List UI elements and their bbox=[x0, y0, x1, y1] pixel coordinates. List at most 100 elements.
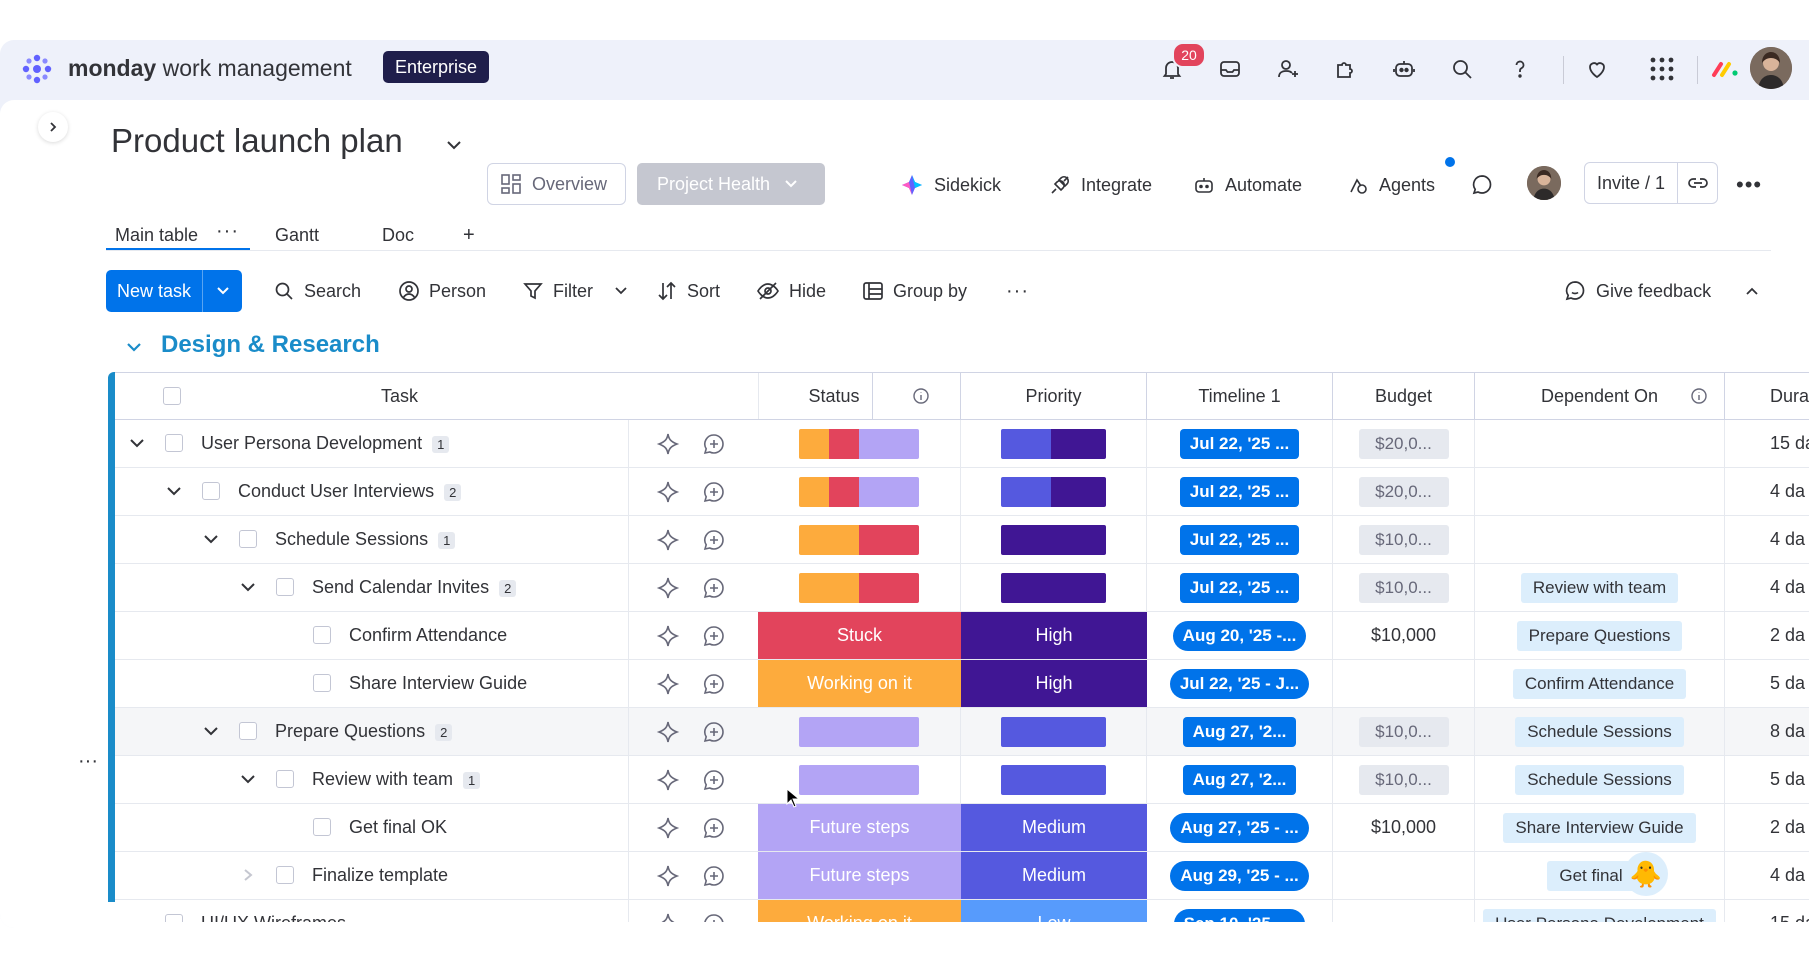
dependent-on-cell[interactable] bbox=[1475, 516, 1725, 563]
agents-button[interactable]: Agents bbox=[1347, 170, 1435, 200]
timeline-cell[interactable]: Jul 22, '25 ... bbox=[1147, 420, 1333, 467]
task-name[interactable]: Review with team 1 bbox=[312, 769, 481, 790]
dependency-pill[interactable]: Review with team bbox=[1520, 572, 1679, 603]
chevron-down-icon[interactable] bbox=[614, 286, 628, 296]
expand-subitems-chevron-icon[interactable] bbox=[201, 530, 221, 548]
help-icon[interactable] bbox=[1505, 54, 1535, 84]
favorite-star-icon[interactable] bbox=[656, 576, 680, 600]
dependency-pill[interactable]: Confirm Attendance bbox=[1512, 668, 1687, 699]
row-checkbox[interactable] bbox=[202, 482, 220, 500]
budget-cell[interactable]: $20,0... bbox=[1333, 468, 1475, 515]
hide-button[interactable]: Hide bbox=[756, 276, 826, 306]
tab-gantt[interactable]: Gantt bbox=[275, 225, 320, 245]
expand-subitems-chevron-icon[interactable] bbox=[201, 722, 221, 740]
table-row[interactable]: Review with team 1 Aug 27, '2... $10,0... Sc… bbox=[115, 756, 1809, 804]
budget-cell[interactable]: $10,0... bbox=[1333, 756, 1475, 803]
status-cell[interactable]: Future steps bbox=[758, 804, 961, 851]
sort-button[interactable]: Sort bbox=[656, 276, 720, 306]
overview-button[interactable]: Overview bbox=[487, 163, 626, 205]
timeline-cell[interactable]: Aug 27, '2... bbox=[1147, 756, 1333, 803]
person-filter-button[interactable]: Person bbox=[398, 276, 486, 306]
ai-bot-icon[interactable] bbox=[1389, 54, 1419, 84]
timeline-cell[interactable]: Sep 10, '25 -... bbox=[1147, 900, 1333, 922]
dependency-pill[interactable]: Share Interview Guide bbox=[1503, 812, 1696, 843]
column-header-dependent-on[interactable]: Dependent On bbox=[1475, 373, 1725, 419]
favorite-star-icon[interactable] bbox=[656, 816, 680, 840]
collapse-header-button[interactable] bbox=[1745, 276, 1759, 306]
favorite-star-icon[interactable] bbox=[656, 624, 680, 648]
dependency-pill[interactable]: Get final C bbox=[1547, 860, 1652, 891]
app-grid-icon[interactable] bbox=[1647, 54, 1677, 84]
give-feedback-button[interactable]: Give feedback bbox=[1563, 276, 1711, 306]
budget-cell[interactable]: $20,0... bbox=[1333, 420, 1475, 467]
automate-button[interactable]: Automate bbox=[1193, 170, 1302, 200]
dependency-pill[interactable]: Schedule Sessions bbox=[1515, 716, 1684, 747]
table-row[interactable]: User Persona Development 1 Jul 22, '25 ...… bbox=[115, 420, 1809, 468]
favorite-star-icon[interactable] bbox=[656, 480, 680, 504]
priority-cell[interactable] bbox=[961, 564, 1147, 611]
table-row[interactable]: Conduct User Interviews 2 Jul 22, '25 ... $… bbox=[115, 468, 1809, 516]
favorite-star-icon[interactable] bbox=[656, 720, 680, 744]
row-checkbox[interactable] bbox=[276, 770, 294, 788]
priority-cell[interactable] bbox=[961, 468, 1147, 515]
dependent-on-cell[interactable]: Get final C bbox=[1475, 852, 1725, 899]
task-name[interactable]: Conduct User Interviews 2 bbox=[238, 481, 462, 502]
budget-cell[interactable]: $10,000 bbox=[1333, 612, 1475, 659]
expand-subitems-chevron-icon[interactable] bbox=[164, 482, 184, 500]
dependent-on-cell[interactable]: Schedule Sessions bbox=[1475, 756, 1725, 803]
dependent-on-cell[interactable]: Schedule Sessions bbox=[1475, 708, 1725, 755]
status-cell[interactable]: Future steps bbox=[758, 852, 961, 899]
dependency-pill[interactable]: Schedule Sessions bbox=[1515, 764, 1684, 795]
column-header-budget[interactable]: Budget bbox=[1333, 373, 1475, 419]
column-header-status[interactable]: Status bbox=[758, 373, 961, 419]
filter-button[interactable]: Filter bbox=[522, 276, 628, 306]
dependent-on-cell[interactable]: Review with team bbox=[1475, 564, 1725, 611]
table-row[interactable]: Send Calendar Invites 2 Jul 22, '25 ... $10… bbox=[115, 564, 1809, 612]
board-owner-avatar[interactable] bbox=[1527, 166, 1561, 200]
row-checkbox[interactable] bbox=[276, 866, 294, 884]
column-header-priority[interactable]: Priority bbox=[961, 373, 1147, 419]
priority-cell[interactable]: Low bbox=[961, 900, 1147, 922]
toolbar-more-icon[interactable]: ··· bbox=[1006, 279, 1029, 302]
add-update-icon[interactable] bbox=[702, 720, 726, 744]
table-row[interactable]: Get final OK Future steps Medium Aug 27, '2… bbox=[115, 804, 1809, 852]
add-update-icon[interactable] bbox=[702, 672, 726, 696]
task-name[interactable]: Prepare Questions 2 bbox=[275, 721, 453, 742]
status-cell[interactable] bbox=[758, 468, 961, 515]
priority-cell[interactable] bbox=[961, 516, 1147, 563]
timeline-cell[interactable]: Jul 22, '25 ... bbox=[1147, 468, 1333, 515]
timeline-cell[interactable]: Aug 29, '25 - ... bbox=[1147, 852, 1333, 899]
dependency-pill[interactable]: User Persona Development bbox=[1483, 908, 1716, 922]
monday-logo-icon[interactable] bbox=[20, 52, 54, 86]
timeline-cell[interactable]: Jul 22, '25 - J... bbox=[1147, 660, 1333, 707]
add-update-icon[interactable] bbox=[702, 816, 726, 840]
priority-cell[interactable] bbox=[961, 708, 1147, 755]
table-row[interactable]: Prepare Questions 2 Aug 27, '2... $10,0... S… bbox=[115, 708, 1809, 756]
monday-products-icon[interactable] bbox=[1710, 54, 1740, 84]
board-title[interactable]: Product launch plan bbox=[111, 122, 403, 159]
table-row[interactable]: Finalize template Future steps Medium Aug 2… bbox=[115, 852, 1809, 900]
copy-link-icon[interactable] bbox=[1678, 172, 1717, 194]
status-cell[interactable] bbox=[758, 564, 961, 611]
row-checkbox[interactable] bbox=[165, 914, 183, 922]
row-checkbox[interactable] bbox=[239, 722, 257, 740]
table-row[interactable]: Schedule Sessions 1 Jul 22, '25 ... $10,0..… bbox=[115, 516, 1809, 564]
dependent-on-cell[interactable]: Share Interview Guide bbox=[1475, 804, 1725, 851]
expand-subitems-chevron-icon[interactable] bbox=[238, 578, 258, 596]
assistant-emoji-icon[interactable]: 🐥 bbox=[1624, 852, 1668, 896]
add-update-icon[interactable] bbox=[702, 480, 726, 504]
favorite-star-icon[interactable] bbox=[656, 528, 680, 552]
select-all-checkbox[interactable] bbox=[163, 387, 181, 405]
column-header-task[interactable]: Task bbox=[157, 373, 873, 419]
row-checkbox[interactable] bbox=[313, 818, 331, 836]
status-cell[interactable] bbox=[758, 516, 961, 563]
add-update-icon[interactable] bbox=[702, 432, 726, 456]
apps-puzzle-icon[interactable] bbox=[1331, 54, 1361, 84]
table-row[interactable]: UI/UX Wireframes Working on itLow Sep 10, … bbox=[115, 900, 1809, 922]
table-row[interactable]: Share Interview Guide Working on it High Ju… bbox=[115, 660, 1809, 708]
task-name[interactable]: Share Interview Guide bbox=[349, 673, 527, 694]
task-name[interactable]: UI/UX Wireframes bbox=[201, 913, 346, 922]
chevron-down-icon[interactable] bbox=[444, 138, 464, 152]
updates-button[interactable] bbox=[1470, 170, 1494, 200]
info-icon[interactable] bbox=[912, 387, 930, 405]
